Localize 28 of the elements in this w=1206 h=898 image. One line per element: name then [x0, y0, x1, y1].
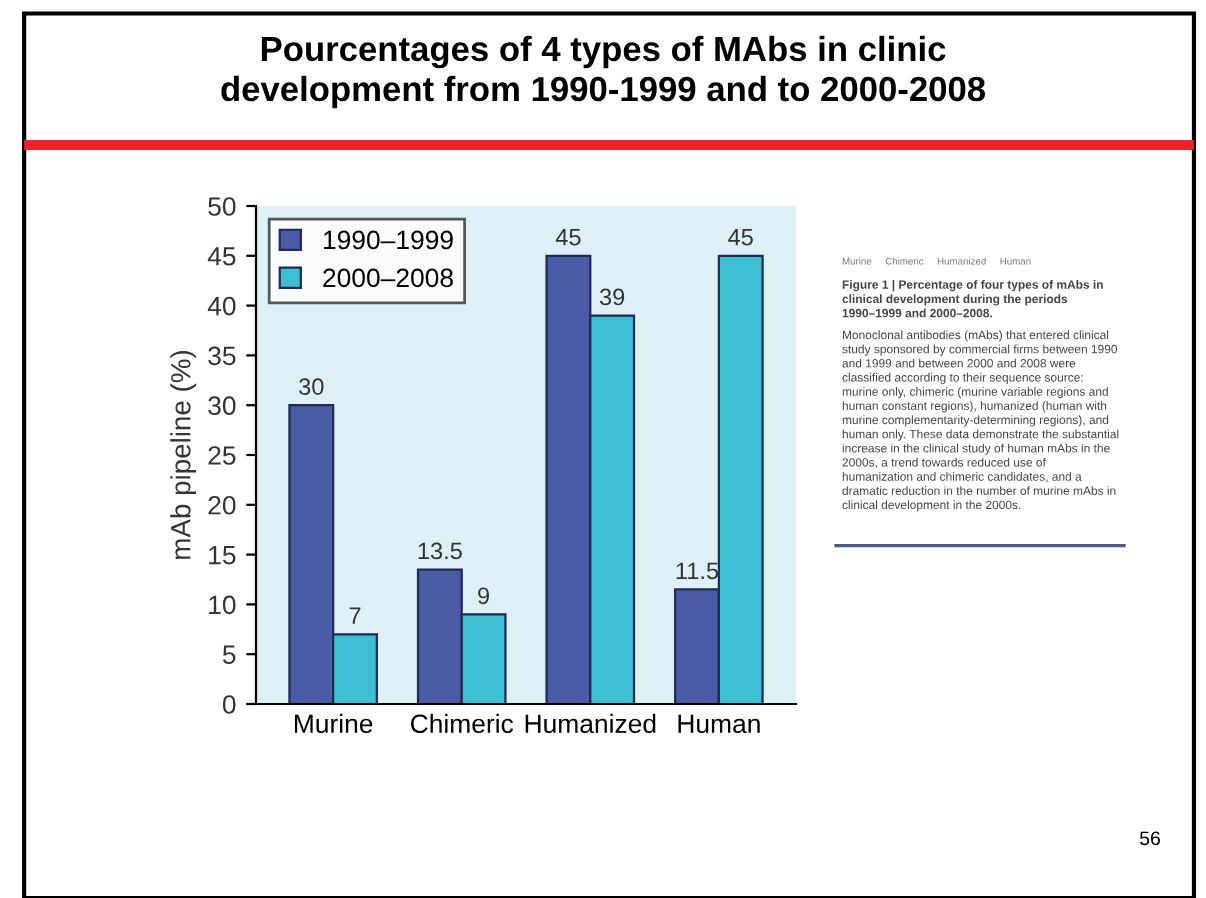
- x-tick-label: Human: [678, 714, 760, 734]
- y-tick-label: 20: [208, 495, 236, 515]
- y-tick-label: 0: [222, 695, 236, 714]
- data-label: 7: [349, 607, 361, 624]
- y-tick-label: 5: [222, 645, 236, 665]
- y-tick-label: 40: [207, 296, 236, 316]
- data-label: 13.5: [418, 542, 462, 560]
- y-tick-label: 45: [207, 247, 236, 266]
- y-tick-label: 50: [208, 197, 236, 216]
- data-label: 39: [599, 288, 625, 306]
- y-tick-label: 10: [209, 595, 236, 615]
- x-tick-label: Chimeric: [411, 713, 514, 734]
- legend-label: 2000–2008: [323, 268, 453, 288]
- legend-label: 1990–1999: [323, 230, 453, 250]
- y-tick-label: 25: [208, 446, 236, 465]
- data-label: 30: [299, 378, 324, 395]
- text: 56: [1139, 831, 1160, 846]
- y-tick-label: 15: [209, 546, 236, 565]
- data-label: 9: [478, 587, 490, 605]
- y-tick-label: 30: [208, 396, 236, 416]
- y-tick-label: 35: [208, 346, 236, 366]
- chart-title: Pourcentages of 4 types of MAbs in clinic development from 1990-1999 and to 2000-2008: [221, 35, 986, 109]
- data-label: 45: [555, 229, 581, 246]
- data-label: 45: [728, 229, 753, 246]
- x-tick-label: Murine: [294, 713, 373, 734]
- y-axis-title: mAb pipeline (%): [170, 350, 197, 559]
- x-tick-label: Humanized: [525, 713, 656, 734]
- data-label: 11.5: [676, 562, 719, 580]
